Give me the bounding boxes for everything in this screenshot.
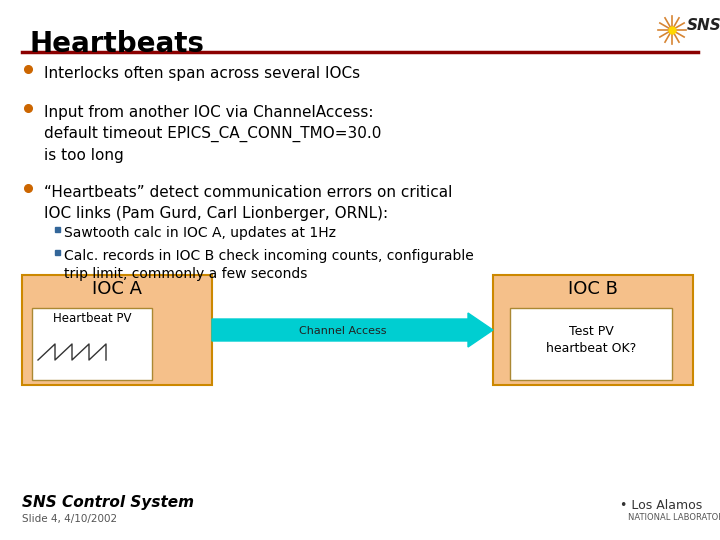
Text: Heartbeats: Heartbeats <box>30 30 205 58</box>
Text: SNS Control System: SNS Control System <box>22 495 194 510</box>
Text: Input from another IOC via ChannelAccess:
default timeout EPICS_CA_CONN_TMO=30.0: Input from another IOC via ChannelAccess… <box>44 105 382 163</box>
FancyBboxPatch shape <box>510 308 672 380</box>
Text: Channel Access: Channel Access <box>299 326 386 336</box>
FancyBboxPatch shape <box>493 275 693 385</box>
Text: Slide 4, 4/10/2002: Slide 4, 4/10/2002 <box>22 514 117 524</box>
Text: IOC A: IOC A <box>92 280 142 298</box>
Text: “Heartbeats” detect communication errors on critical
IOC links (Pam Gurd, Carl L: “Heartbeats” detect communication errors… <box>44 185 452 221</box>
Text: SNS: SNS <box>687 17 720 32</box>
Text: Interlocks often span across several IOCs: Interlocks often span across several IOC… <box>44 66 360 81</box>
Text: • Los Alamos: • Los Alamos <box>620 499 702 512</box>
Text: NATIONAL LABORATORY: NATIONAL LABORATORY <box>628 513 720 522</box>
Text: Heartbeat PV: Heartbeat PV <box>53 312 131 325</box>
Bar <box>55 250 60 255</box>
Text: Calc. records in IOC B check incoming counts, configurable
trip limit, commonly : Calc. records in IOC B check incoming co… <box>64 249 474 281</box>
Text: IOC B: IOC B <box>568 280 618 298</box>
FancyBboxPatch shape <box>22 275 212 385</box>
Bar <box>55 227 60 232</box>
FancyBboxPatch shape <box>32 308 152 380</box>
Text: Sawtooth calc in IOC A, updates at 1Hz: Sawtooth calc in IOC A, updates at 1Hz <box>64 226 336 240</box>
FancyArrow shape <box>212 313 493 347</box>
Text: Test PV
heartbeat OK?: Test PV heartbeat OK? <box>546 325 636 355</box>
